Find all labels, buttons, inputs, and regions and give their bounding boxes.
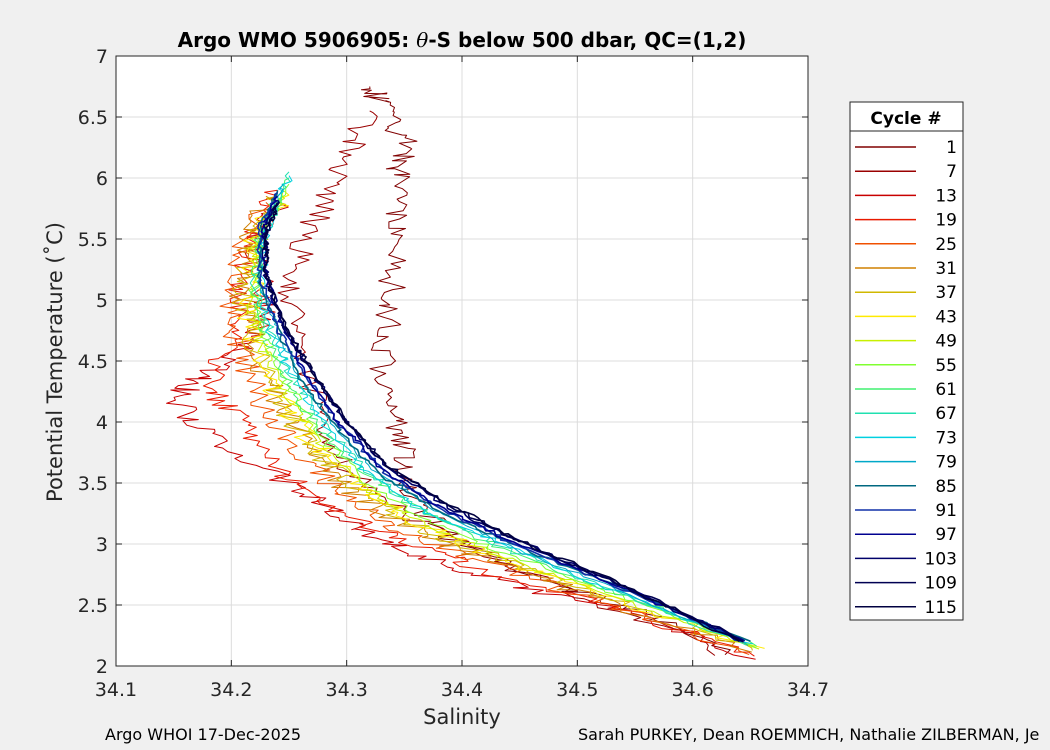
x-tick-label: 34.2 xyxy=(210,679,252,701)
legend-label-97: 97 xyxy=(935,525,957,545)
legend-label-55: 55 xyxy=(935,356,957,376)
theta-s-chart: 34.1 34.2 34.3 34.4 34.5 34.6 34.7 2 2.5 3 3.5 4 4.… xyxy=(43,28,964,729)
series-cycle-91 xyxy=(256,191,743,643)
y-tick-label: 5.5 xyxy=(78,229,108,251)
y-tick-label: 4.5 xyxy=(78,351,108,373)
tick-marks xyxy=(115,55,809,667)
legend-label-7: 7 xyxy=(946,162,957,182)
y-tick-label: 3 xyxy=(96,534,108,556)
legend: Cycle # 1 7 13 19 25 31 37 43 49 55 61 67 73 79 85 91 97… xyxy=(849,101,964,621)
legend-label-103: 103 xyxy=(925,549,957,569)
footer-right: Sarah PURKEY, Dean ROEMMICH, Nathalie ZI… xyxy=(578,725,1040,744)
legend-label-79: 79 xyxy=(935,453,957,473)
series-cycle-13 xyxy=(166,201,756,660)
y-tick-label: 2 xyxy=(96,656,108,678)
x-tick-label: 34.5 xyxy=(556,679,598,701)
x-tick-label: 34.1 xyxy=(95,679,137,701)
chart-title: Argo WMO 5906905: θ-S below 500 dbar, QC… xyxy=(178,28,747,52)
x-axis-label: Salinity xyxy=(423,705,501,729)
series-cycle-115 xyxy=(262,204,740,643)
series-cycle-79 xyxy=(257,183,749,646)
y-tick-label: 4 xyxy=(96,412,108,434)
x-tick-label: 34.7 xyxy=(787,679,829,701)
legend-label-109: 109 xyxy=(925,574,957,594)
legend-title: Cycle # xyxy=(870,109,941,129)
legend-label-115: 115 xyxy=(925,598,957,618)
legend-label-31: 31 xyxy=(935,259,957,279)
x-tick-label: 34.4 xyxy=(441,679,483,701)
legend-label-61: 61 xyxy=(935,380,957,400)
y-tick-label: 6.5 xyxy=(78,107,108,129)
legend-label-13: 13 xyxy=(935,186,957,206)
legend-label-37: 37 xyxy=(935,283,957,303)
y-tick-label: 2.5 xyxy=(78,595,108,617)
y-tick-labels: 2 2.5 3 3.5 4 4.5 5 5.5 6 6.5 7 xyxy=(78,46,108,678)
legend-label-25: 25 xyxy=(935,235,957,255)
legend-entries: 1 7 13 19 25 31 37 43 49 55 61 67 73 79 85 91 97 103 109 11… xyxy=(855,138,957,618)
y-tick-label: 7 xyxy=(96,46,108,68)
legend-label-67: 67 xyxy=(935,404,957,424)
legend-label-49: 49 xyxy=(935,332,957,352)
legend-label-1: 1 xyxy=(946,138,957,158)
series-cycle-19 xyxy=(202,189,755,657)
x-tick-label: 34.3 xyxy=(326,679,368,701)
y-tick-label: 5 xyxy=(96,290,108,312)
legend-label-91: 91 xyxy=(935,501,957,521)
legend-label-73: 73 xyxy=(935,428,957,448)
series-cycle-1 xyxy=(361,86,731,656)
series-group xyxy=(166,86,765,660)
legend-label-85: 85 xyxy=(935,477,957,497)
x-tick-label: 34.6 xyxy=(672,679,714,701)
y-axis-label: Potential Temperature (˚C) xyxy=(43,222,67,502)
series-cycle-61 xyxy=(250,177,757,647)
series-cycle-25 xyxy=(219,202,750,655)
footer-left: Argo WHOI 17-Dec-2025 xyxy=(105,725,302,744)
y-tick-label: 6 xyxy=(96,168,108,190)
legend-label-43: 43 xyxy=(935,307,957,327)
y-tick-label: 3.5 xyxy=(78,473,108,495)
legend-label-19: 19 xyxy=(935,211,957,231)
x-tick-labels: 34.1 34.2 34.3 34.4 34.5 34.6 34.7 xyxy=(95,679,829,701)
